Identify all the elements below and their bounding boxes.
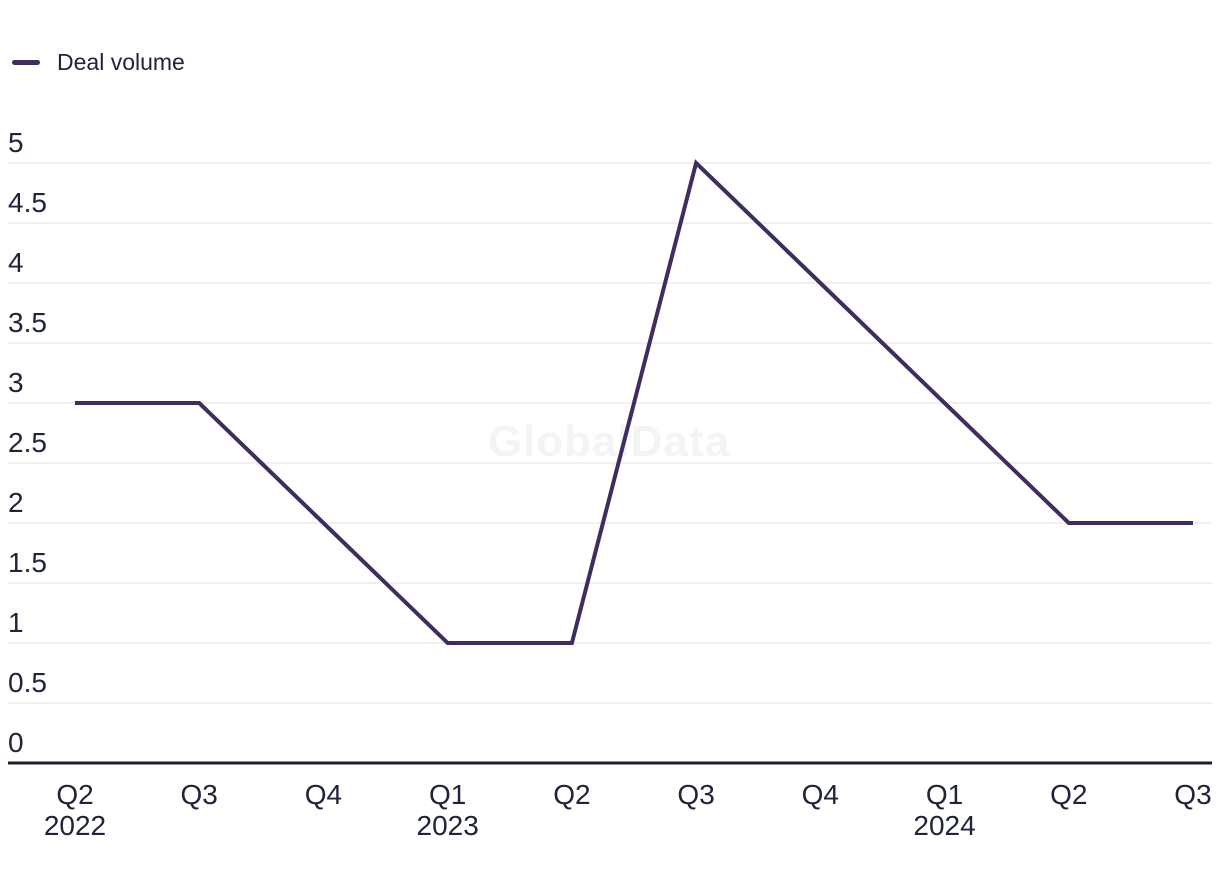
y-tick-label: 0.5 [8, 667, 47, 698]
x-tick-label: Q3 [180, 779, 218, 810]
series-line-deal-volume [75, 159, 1193, 645]
x-tick-label: Q2 [1050, 779, 1088, 810]
x-tick-label: Q4 [801, 779, 839, 810]
y-tick-label: 0 [8, 727, 24, 758]
y-tick-label: 2 [8, 487, 24, 518]
y-tick-label: 3.5 [8, 307, 47, 338]
x-year-label: 2022 [43, 810, 107, 841]
x-tick-label: Q1 [925, 779, 964, 810]
x-tick-label: Q2 [56, 779, 94, 810]
y-tick-label: 4 [8, 247, 24, 278]
x-year-label: 2024 [913, 810, 976, 841]
legend-item-deal-volume[interactable]: Deal volume [12, 48, 185, 76]
x-year-label: 2023 [416, 810, 479, 841]
y-tick-label: 2.5 [8, 427, 47, 458]
x-tick-label: Q2 [553, 779, 591, 810]
x-tick-label: Q3 [677, 779, 715, 810]
legend-label: Deal volume [57, 49, 185, 75]
y-tick-label: 5 [8, 127, 24, 158]
y-tick-label: 1.5 [8, 547, 47, 578]
y-tick-label: 4.5 [8, 187, 47, 218]
globaldata-watermark: GlobalData [487, 417, 731, 466]
y-tick-label: 3 [8, 367, 24, 398]
y-tick-label: 1 [8, 607, 24, 638]
x-tick-label: Q4 [304, 779, 343, 810]
x-tick-label: Q3 [1174, 779, 1212, 810]
legend-line-swatch [12, 59, 40, 65]
x-tick-label: Q1 [428, 779, 467, 810]
